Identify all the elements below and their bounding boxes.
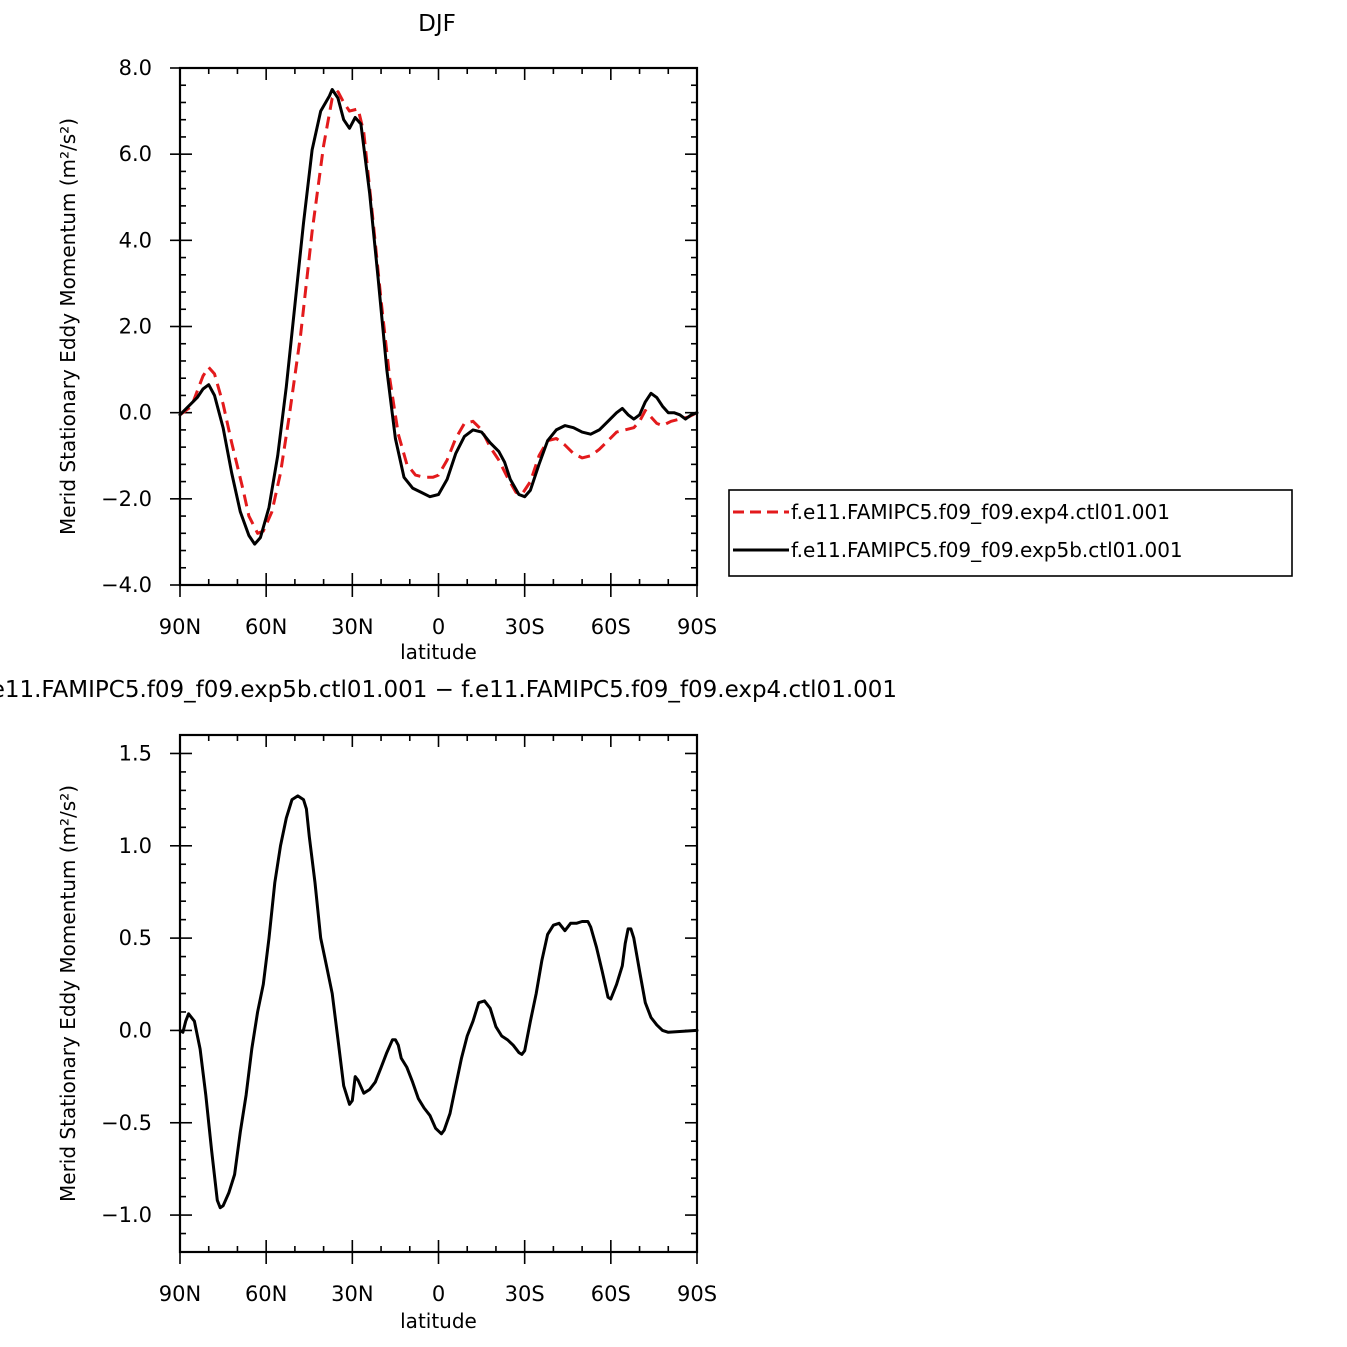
x-tick-label: 90N: [159, 1282, 201, 1306]
x-tick-label: 60S: [591, 1282, 631, 1306]
y-tick-label: −1.0: [101, 1203, 152, 1227]
y-tick-label: 0.5: [119, 926, 152, 950]
x-tick-label: 60N: [245, 615, 287, 639]
x-axis-label: latitude: [400, 1309, 477, 1333]
plot-frame: [178, 733, 699, 1254]
y-tick-label: 1.5: [119, 741, 152, 765]
x-tick-label: 30S: [505, 615, 545, 639]
y-axis-label: Merid Stationary Eddy Momentum (m²/s²): [56, 118, 80, 535]
x-tick-label: 30S: [505, 1282, 545, 1306]
y-tick-label: −2.0: [101, 487, 152, 511]
legend-entry: f.e11.FAMIPC5.f09_f09.exp4.ctl01.001: [791, 500, 1170, 524]
y-tick-label: 1.0: [119, 834, 152, 858]
x-tick-label: 90N: [159, 615, 201, 639]
series-line-1: [179, 90, 698, 535]
y-tick-label: 6.0: [119, 142, 152, 166]
x-tick-label: 90S: [677, 615, 717, 639]
chart-title: DJF: [418, 11, 456, 37]
x-tick-label: 90S: [677, 1282, 717, 1306]
x-tick-label: 60N: [245, 1282, 287, 1306]
x-tick-label: 30N: [331, 615, 373, 639]
legend-box: [728, 489, 1293, 577]
plot-frame: [178, 66, 699, 587]
x-tick-label: 60S: [591, 615, 631, 639]
y-axis-label: Merid Stationary Eddy Momentum (m²/s²): [56, 785, 80, 1202]
series-line-1: [178, 794, 699, 1210]
legend: f.e11.FAMIPC5.f09_f09.exp4.ctl01.001 f.e1…: [728, 489, 1293, 577]
y-tick-label: −4.0: [101, 573, 152, 597]
y-tick-label: 2.0: [119, 315, 152, 339]
y-tick-label: 4.0: [119, 228, 152, 252]
y-tick-label: −0.5: [101, 1111, 152, 1135]
chart-panel-2: f.e11.FAMIPC5.f09_f09.exp5b.ctl01.001 − …: [0, 677, 897, 1333]
chart-title: f.e11.FAMIPC5.f09_f09.exp5b.ctl01.001 − …: [0, 677, 897, 703]
x-axis-label: latitude: [400, 640, 477, 664]
x-tick-label: 30N: [331, 1282, 373, 1306]
y-tick-label: 0.0: [119, 401, 152, 425]
x-tick-label: 0: [432, 1282, 445, 1306]
y-tick-label: 8.0: [119, 56, 152, 80]
chart-panel-1: DJF 8.0 6.0 4.0 2.0 0.0 −2.0 −4.0 90N 60N 30N 0 30S 6…: [56, 11, 1293, 664]
series-line-2: [178, 88, 699, 546]
x-tick-label: 0: [432, 615, 445, 639]
y-tick-label: 0.0: [119, 1018, 152, 1042]
legend-entry: f.e11.FAMIPC5.f09_f09.exp5b.ctl01.001: [791, 538, 1183, 562]
